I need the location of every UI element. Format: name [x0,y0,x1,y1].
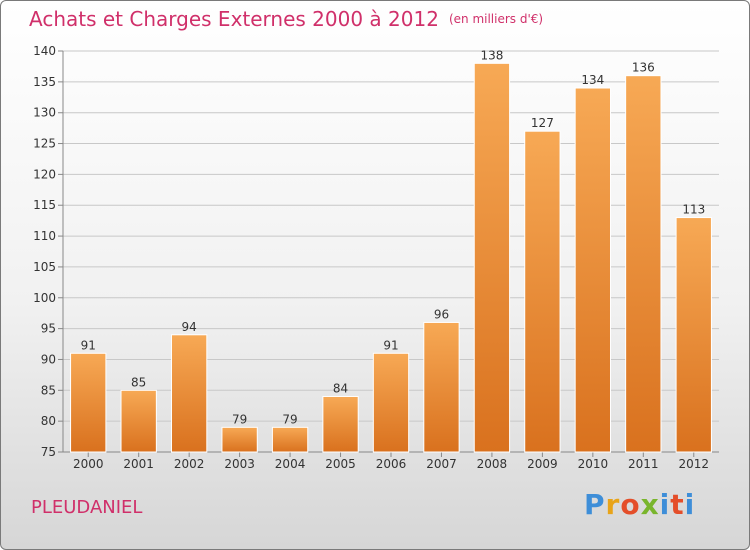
ytick-label-140: 140 [33,44,56,58]
bar-2006 [373,353,408,452]
xtick-label-2010: 2010 [578,457,609,471]
xtick-label-2001: 2001 [123,457,154,471]
chart-frame: Achats et Charges Externes 2000 à 2012 (e… [0,0,750,550]
data-label-2006: 91 [383,338,398,352]
bar-chart: 91 85 94 79 79 84 91 96 138 127 134 136 113 75 80 85 90… [1,1,750,550]
xtick-label-2000: 2000 [73,457,104,471]
ytick-label-90: 90 [41,352,56,366]
data-label-2009: 127 [531,116,554,130]
data-label-2008: 138 [480,48,503,62]
bar-2008 [474,63,509,452]
ytick-label-120: 120 [33,167,56,181]
bar-2012 [676,218,711,452]
bar-2010 [575,88,610,452]
data-label-2012: 113 [682,203,705,217]
data-label-2002: 94 [182,320,197,334]
bar-2009 [525,131,560,452]
bar-2011 [626,76,661,452]
ytick-label-110: 110 [33,229,56,243]
ytick-label-85: 85 [41,383,56,397]
data-label-2004: 79 [282,412,297,426]
xtick-label-2012: 2012 [678,457,709,471]
bar-2001 [121,390,156,452]
ytick-label-135: 135 [33,75,56,89]
ytick-label-80: 80 [41,414,56,428]
xtick-label-2007: 2007 [426,457,457,471]
ytick-label-75: 75 [41,445,56,459]
bars [71,63,712,452]
xtick-label-2011: 2011 [628,457,659,471]
proxiti-logo: Proxiti [584,488,695,521]
bar-2007 [424,322,459,452]
data-label-2007: 96 [434,307,449,321]
data-label-2001: 85 [131,375,146,389]
bar-2004 [272,427,307,452]
bar-2003 [222,427,257,452]
data-label-2000: 91 [81,338,96,352]
xtick-label-2003: 2003 [224,457,255,471]
data-label-2010: 134 [581,73,604,87]
ytick-label-105: 105 [33,260,56,274]
xtick-label-2008: 2008 [477,457,508,471]
data-label-2011: 136 [632,61,655,75]
data-label-2003: 79 [232,412,247,426]
ytick-label-125: 125 [33,137,56,151]
bar-2000 [71,353,106,452]
bar-2002 [171,335,206,452]
ytick-label-95: 95 [41,322,56,336]
xtick-label-2009: 2009 [527,457,558,471]
xtick-label-2005: 2005 [325,457,356,471]
bar-2005 [323,396,358,452]
data-label-2005: 84 [333,381,348,395]
commune-name: PLEUDANIEL [31,497,142,518]
xtick-label-2002: 2002 [174,457,205,471]
ytick-label-100: 100 [33,291,56,305]
ytick-label-115: 115 [33,198,56,212]
ytick-label-130: 130 [33,106,56,120]
xtick-label-2004: 2004 [275,457,306,471]
xtick-label-2006: 2006 [376,457,407,471]
